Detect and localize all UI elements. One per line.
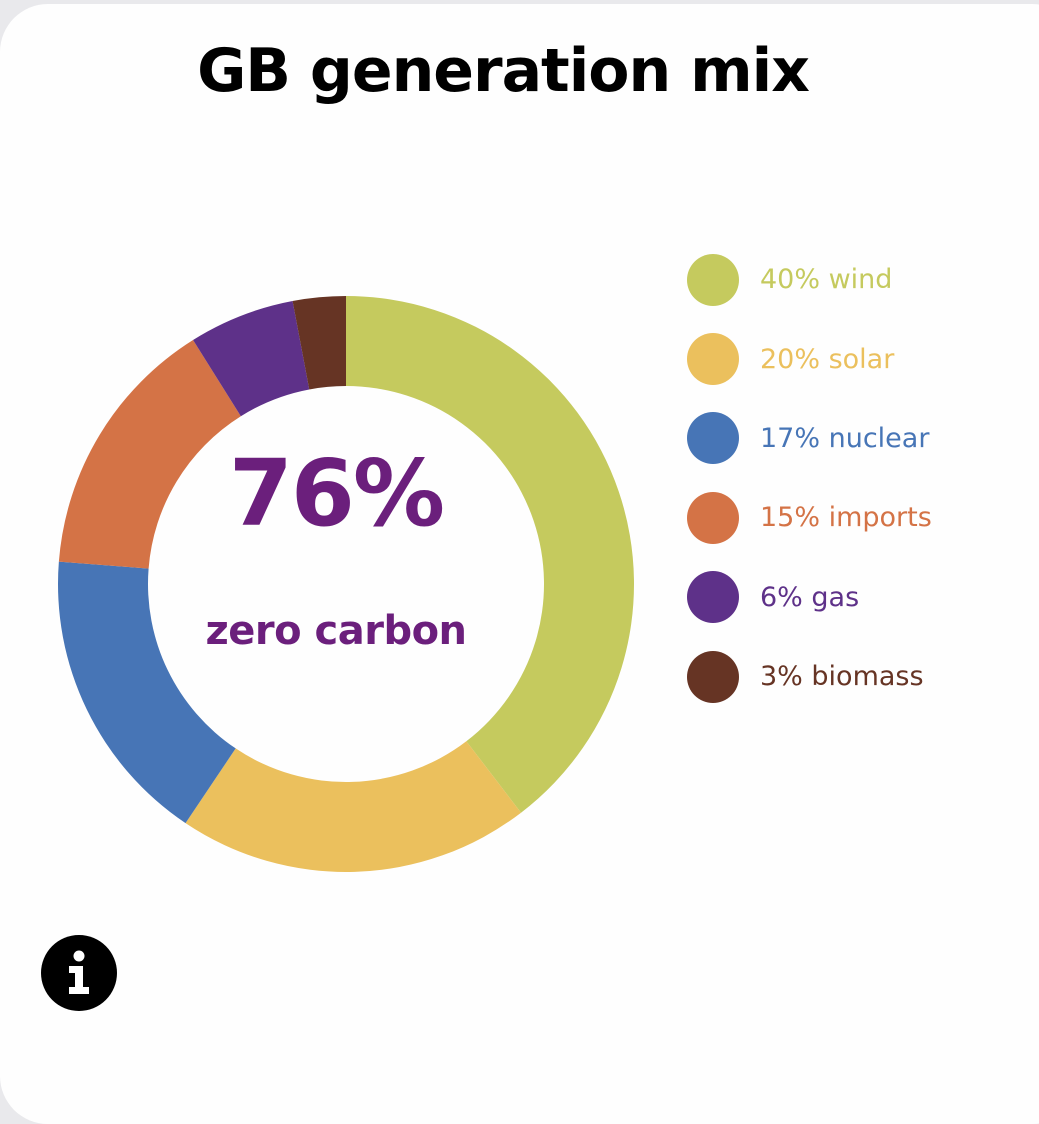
info-button[interactable]	[41, 935, 117, 1011]
legend-swatch-biomass	[687, 650, 739, 703]
legend-item-gas: 6% gas	[687, 558, 932, 637]
slice-biomass	[292, 296, 346, 390]
legend-label-gas: 6% gas	[760, 581, 860, 613]
legend-item-solar: 20% solar	[687, 319, 932, 398]
zero-carbon-label: zero carbon	[205, 608, 467, 654]
legend-swatch-solar	[687, 333, 739, 386]
chart-legend: 40% wind 20% solar 17% nuclear 15% imports 6…	[687, 240, 932, 716]
legend-label-wind: 40% wind	[760, 264, 893, 296]
legend-item-nuclear: 17% nuclear	[687, 399, 932, 478]
legend-label-solar: 20% solar	[760, 343, 895, 375]
chart-title: GB generation mix	[197, 36, 810, 106]
info-icon	[69, 950, 89, 994]
slice-solar	[185, 741, 522, 872]
legend-swatch-imports	[687, 491, 739, 544]
slice-imports	[58, 339, 241, 569]
slice-nuclear	[57, 561, 236, 824]
legend-item-imports: 15% imports	[687, 478, 932, 557]
legend-item-wind: 40% wind	[687, 240, 932, 319]
legend-item-biomass: 3% biomass	[687, 637, 932, 716]
donut-chart	[57, 296, 635, 872]
slice-gas	[193, 301, 310, 417]
legend-swatch-gas	[687, 571, 739, 624]
zero-carbon-percentage: 76%	[228, 440, 445, 547]
legend-swatch-nuclear	[687, 412, 739, 465]
generation-mix-card	[0, 4, 1039, 1124]
slice-wind	[346, 296, 635, 813]
legend-label-nuclear: 17% nuclear	[760, 422, 930, 454]
legend-swatch-wind	[687, 253, 739, 306]
legend-label-biomass: 3% biomass	[760, 661, 924, 693]
legend-label-imports: 15% imports	[760, 502, 932, 534]
